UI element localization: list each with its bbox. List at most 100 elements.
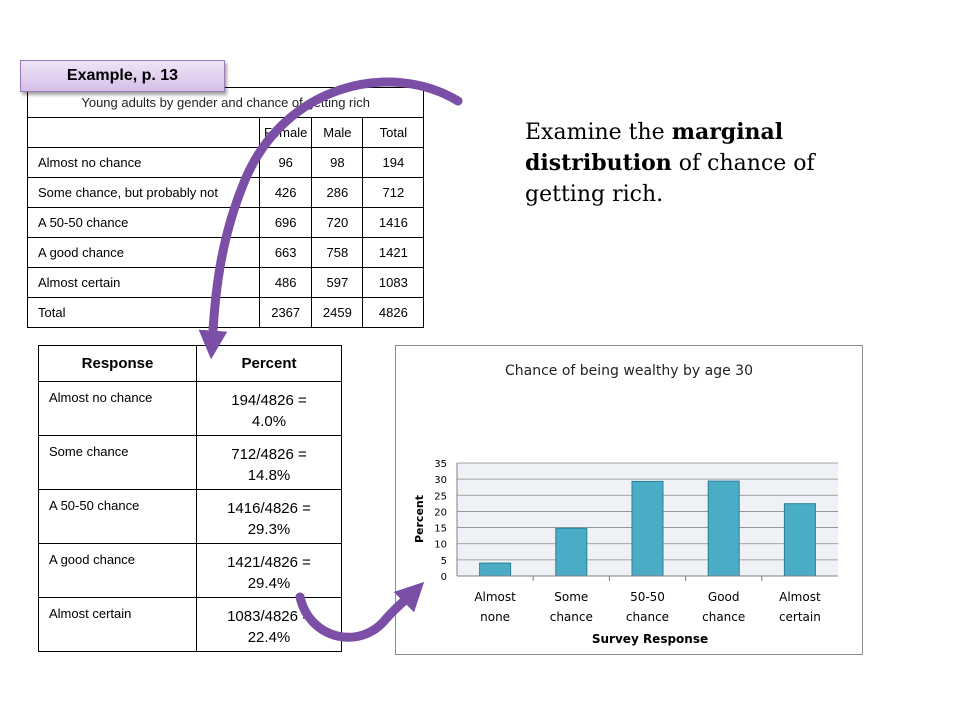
percent-cell: 712/4826 = 14.8% — [196, 435, 342, 490]
column-header-total: Total — [362, 117, 425, 148]
response-label: Some chance — [38, 435, 197, 490]
y-tick-label: 30 — [434, 475, 447, 486]
cell-total: 1416 — [362, 207, 425, 238]
response-label: Almost certain — [38, 597, 197, 652]
y-tick-label: 15 — [434, 524, 447, 535]
bar — [479, 562, 512, 577]
instruction-text-post: of chance of getting rich. — [525, 151, 815, 207]
cell-female: 696 — [258, 207, 313, 238]
row-label: Some chance, but probably not — [27, 177, 260, 208]
percent-value: 22.4% — [247, 629, 291, 646]
y-tick-label: 5 — [441, 556, 447, 567]
chart-title: Chance of being wealthy by age 30 — [505, 363, 753, 379]
percent-fraction: 194/4826 = — [231, 392, 307, 409]
y-axis-ticks: 0 5 10 15 20 25 30 35 — [434, 459, 447, 583]
cell-male: 758 — [311, 237, 364, 268]
header-percent: Percent — [196, 345, 342, 382]
percent-value: 29.3% — [247, 521, 291, 538]
percent-cell: 1083/4826 = 22.4% — [196, 597, 342, 652]
table-caption: Young adults by gender and chance of get… — [26, 87, 425, 118]
cell-total: 1083 — [362, 267, 425, 298]
percent-cell: 1416/4826 = 29.3% — [196, 489, 342, 544]
table-row: A 50-50 chance 696 720 1416 — [27, 207, 425, 238]
percent-value: 29.4% — [247, 575, 291, 592]
bar — [707, 480, 740, 577]
y-axis-label: Percent — [413, 495, 426, 543]
bar — [555, 527, 588, 577]
table-row: A good chance 663 758 1421 — [27, 237, 425, 268]
percent-fraction: 1083/4826 = — [227, 608, 311, 625]
cell-male: 720 — [311, 207, 364, 238]
percent-value: 4.0% — [251, 413, 287, 430]
cell-total: 4826 — [362, 297, 425, 328]
x-tick-label: Good — [708, 590, 740, 604]
y-tick-label: 35 — [434, 459, 447, 470]
cell-female: 96 — [258, 147, 313, 178]
chart-canvas: Chance of being wealthy by age 30 0 5 10 15… — [413, 363, 838, 646]
contingency-table: Young adults by gender and chance of get… — [26, 87, 425, 328]
y-tick-label: 10 — [434, 540, 447, 551]
bar-chart: Chance of being wealthy by age 30 0 5 10 15… — [395, 345, 863, 655]
x-axis-ticks: Almost none Some chance 50-50 chance Good chanc… — [474, 576, 821, 624]
percent-cell: 194/4826 = 4.0% — [196, 381, 342, 436]
cell-male: 2459 — [311, 297, 364, 328]
table-row: A 50-50 chance 1416/4826 = 29.3% — [38, 489, 342, 544]
response-label: A 50-50 chance — [38, 489, 197, 544]
percent-table-header: Response Percent — [38, 345, 342, 382]
x-tick-label: certain — [779, 610, 821, 624]
row-label: Almost certain — [27, 267, 260, 298]
cell-female: 426 — [258, 177, 313, 208]
percent-value: 14.8% — [247, 467, 291, 484]
table-header-row: Female Male Total — [27, 117, 425, 148]
header-response: Response — [38, 345, 197, 382]
cell-total: 712 — [362, 177, 425, 208]
row-label: Almost no chance — [27, 147, 260, 178]
table-row: A good chance 1421/4826 = 29.4% — [38, 543, 342, 598]
bar — [631, 480, 664, 577]
row-label: A good chance — [27, 237, 260, 268]
example-badge: Example, p. 13 — [20, 60, 225, 92]
table-row-total: Total 2367 2459 4826 — [27, 297, 425, 328]
x-tick-label: Some — [554, 590, 588, 604]
percent-table: Response Percent Almost no chance 194/48… — [38, 345, 342, 652]
x-tick-label: Almost — [474, 590, 516, 604]
y-tick-label: 0 — [441, 572, 447, 583]
x-axis-label: Survey Response — [592, 632, 708, 646]
percent-fraction: 712/4826 = — [231, 446, 307, 463]
x-tick-label: chance — [550, 610, 593, 624]
table-row: Almost no chance 194/4826 = 4.0% — [38, 381, 342, 436]
cell-total: 194 — [362, 147, 425, 178]
instruction-text-bold: marginal distribution — [525, 119, 784, 176]
cell-male: 597 — [311, 267, 364, 298]
y-tick-label: 25 — [434, 491, 447, 502]
row-label: Total — [27, 297, 260, 328]
table-row: Almost certain 486 597 1083 — [27, 267, 425, 298]
cell-female: 486 — [258, 267, 313, 298]
column-header-male: Male — [311, 117, 364, 148]
cell-total: 1421 — [362, 237, 425, 268]
percent-fraction: 1421/4826 = — [227, 554, 311, 571]
x-tick-label: chance — [626, 610, 669, 624]
response-label: Almost no chance — [38, 381, 197, 436]
column-header-blank — [27, 117, 260, 148]
percent-cell: 1421/4826 = 29.4% — [196, 543, 342, 598]
table-row: Some chance, but probably not 426 286 71… — [27, 177, 425, 208]
instruction-text-pre: Examine the — [525, 120, 672, 145]
table-row: Some chance 712/4826 = 14.8% — [38, 435, 342, 490]
table-row: Almost certain 1083/4826 = 22.4% — [38, 597, 342, 652]
cell-female: 2367 — [258, 297, 313, 328]
x-tick-label: none — [480, 610, 510, 624]
cell-male: 286 — [311, 177, 364, 208]
column-header-female: Female — [258, 117, 313, 148]
x-tick-label: 50-50 — [630, 590, 665, 604]
y-tick-label: 20 — [434, 507, 447, 518]
cell-male: 98 — [311, 147, 364, 178]
x-tick-label: chance — [702, 610, 745, 624]
instruction-text: Examine the marginal distribution of cha… — [525, 117, 825, 210]
table-row: Almost no chance 96 98 194 — [27, 147, 425, 178]
percent-fraction: 1416/4826 = — [227, 500, 311, 517]
row-label: A 50-50 chance — [27, 207, 260, 238]
bar — [783, 503, 816, 577]
cell-female: 663 — [258, 237, 313, 268]
x-tick-label: Almost — [779, 590, 821, 604]
